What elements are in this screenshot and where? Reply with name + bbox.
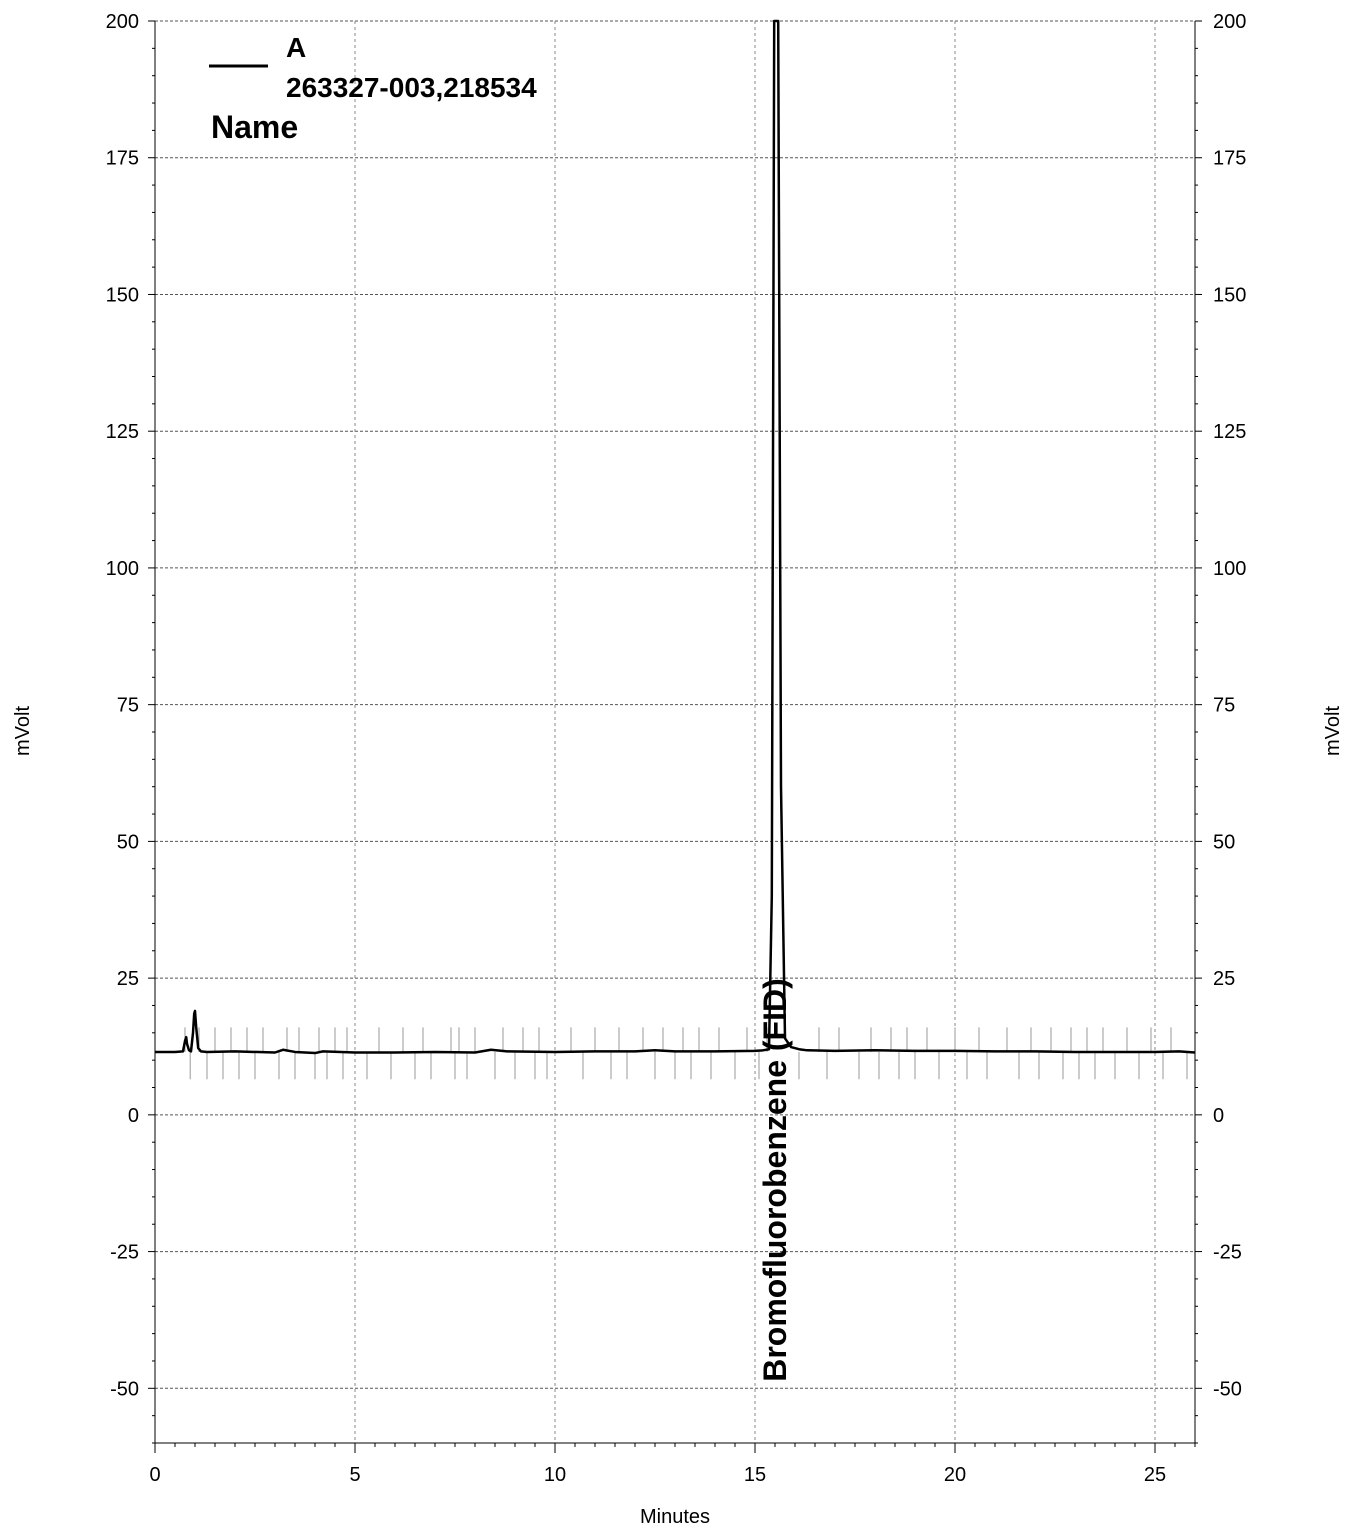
y-axis-title-right: mVolt xyxy=(1322,706,1344,756)
y-tick-label-left: -25 xyxy=(110,1242,139,1264)
y-tick-label-right: 25 xyxy=(1213,968,1235,990)
x-tick-label: 20 xyxy=(944,1464,966,1486)
y-tick-label-left: 0 xyxy=(128,1105,139,1127)
legend: A 263327-003,218534 Name xyxy=(209,32,537,145)
y-tick-label-left: 100 xyxy=(106,558,139,580)
x-tick-label: 15 xyxy=(744,1464,766,1486)
x-tick-label: 5 xyxy=(349,1464,360,1486)
y-tick-label-right: 200 xyxy=(1213,11,1246,33)
x-tick-label: 0 xyxy=(149,1464,160,1486)
marker-layer xyxy=(184,1027,1188,1080)
y-tick-label-right: -50 xyxy=(1213,1378,1242,1400)
y-tick-label-left: 25 xyxy=(117,968,139,990)
y-tick-label-left: 50 xyxy=(117,831,139,853)
y-tick-label-left: 75 xyxy=(117,695,139,717)
y-axis-title-left: mVolt xyxy=(12,706,34,756)
y-tick-label-right: 125 xyxy=(1213,421,1246,443)
y-tick-label-right: 0 xyxy=(1213,1105,1224,1127)
series-layer xyxy=(155,19,1196,1055)
y-tick-label-right: 150 xyxy=(1213,284,1246,306)
y-tick-label-right: 50 xyxy=(1213,831,1235,853)
legend-series-label: A xyxy=(286,32,306,63)
y-tick-label-right: 75 xyxy=(1213,695,1235,717)
series-line-A xyxy=(155,19,1196,1055)
legend-name-header: Name xyxy=(211,109,298,145)
y-tick-label-right: 100 xyxy=(1213,558,1246,580)
x-axis-title: Minutes xyxy=(640,1506,710,1528)
axis-layer xyxy=(148,20,1202,1453)
y-tick-label-left: 125 xyxy=(106,421,139,443)
x-tick-label: 10 xyxy=(544,1464,566,1486)
y-tick-label-right: 175 xyxy=(1213,148,1246,170)
y-tick-label-left: -50 xyxy=(110,1378,139,1400)
grid-layer xyxy=(154,20,1195,1443)
y-tick-label-left: 150 xyxy=(106,284,139,306)
peak-annotation-label: Bromofluorobenzene (FID) xyxy=(757,978,793,1382)
legend-sample-id: 263327-003,218534 xyxy=(286,72,537,103)
y-tick-label-left: 175 xyxy=(106,148,139,170)
y-tick-label-right: -25 xyxy=(1213,1242,1242,1264)
x-tick-label: 25 xyxy=(1144,1464,1166,1486)
y-tick-label-left: 200 xyxy=(106,11,139,33)
